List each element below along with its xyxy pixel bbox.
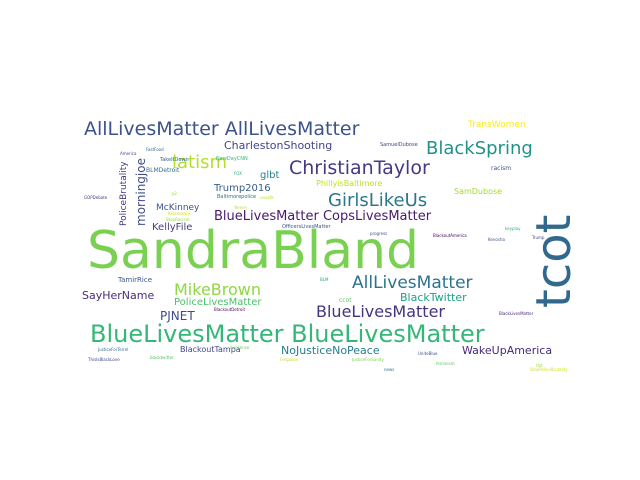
word: SayHerName [82, 289, 155, 302]
word: BlackoutTampa [180, 345, 241, 354]
word: BLMDetroit [146, 167, 180, 174]
word: BlueLivesMatter CopsLivesMatter [214, 209, 432, 224]
word: StopPoliceBrutality [530, 367, 568, 372]
word: BlackSpring [426, 138, 533, 159]
word: latism [172, 152, 228, 173]
word: BlueLivesMatter [316, 302, 445, 321]
word: Kalamazoo [168, 211, 190, 216]
word: StopRacism [166, 217, 190, 222]
word: unsafe [260, 195, 274, 200]
word: Trump2016 [214, 183, 271, 194]
word: AllLivesMatter AllLivesMatter [84, 118, 360, 140]
word: GOPDebate [84, 195, 108, 200]
word: FastFood [146, 147, 164, 152]
word: blacktwitter [150, 355, 174, 360]
word: news [384, 367, 395, 372]
word: Trump [532, 235, 545, 240]
word: NewDayCNN [216, 156, 248, 162]
word: ccot [339, 297, 352, 304]
word: Baltimorepolice [217, 194, 257, 200]
word: BlueLivesMatter BlueLivesMatter [90, 320, 485, 348]
word: BlackoutDetroit [214, 307, 246, 312]
word: JusticeForSandy [352, 357, 384, 362]
word: Kenosha [488, 237, 505, 242]
word: tcot [526, 214, 580, 308]
word: p2 [172, 191, 178, 196]
word: WakeUpAmerica [462, 344, 553, 357]
word: progress [370, 231, 388, 236]
word: TransWomen [468, 120, 526, 130]
word: AllLivesMatter [352, 273, 473, 293]
word: KellyFile [152, 222, 193, 233]
word: BlackTwitter [400, 291, 467, 304]
word: BLM [320, 277, 329, 282]
word: glbt [260, 170, 280, 181]
word: PJNET [160, 309, 195, 323]
word: FOX [234, 171, 242, 176]
word: NoJusticeNoPeace [281, 344, 380, 357]
word: GirlsLikeUs [328, 190, 428, 211]
word: TamirRice [118, 276, 153, 284]
word: keyplay [505, 226, 521, 231]
word: MikeBrown [174, 280, 262, 299]
word-cloud: SandraBland tcot BlueLivesMatter BlueLiv… [80, 112, 580, 372]
word: CharlestonShooting [224, 139, 333, 152]
word: McKinney [156, 203, 200, 213]
word: ThisIsBlackLove [88, 357, 120, 362]
word: ChristianTaylor [289, 157, 430, 179]
word: racism [491, 165, 512, 172]
word: Ferguson [280, 357, 299, 362]
word: TakeItDown [160, 157, 189, 163]
word: feminism [436, 361, 455, 366]
word: PhillyisBaltimore [316, 179, 383, 188]
word: JusticeForTerrel [98, 347, 129, 352]
word: Yemen [234, 205, 248, 210]
word: PoliceBrutality [119, 161, 129, 226]
word: BlackoutAmerica [433, 233, 467, 238]
word: gunsense [230, 345, 250, 350]
word: PoliceLivesMatter [174, 297, 262, 308]
word: UniteBlue [418, 351, 438, 356]
word: SandraBland [87, 221, 420, 281]
word: SamuelDubose [380, 142, 418, 148]
word: BlackLivesMatter [499, 311, 534, 316]
word: SamDubose [454, 187, 503, 196]
word: America [120, 151, 137, 156]
word: OfficersLivesMatter [282, 224, 331, 230]
word: tlot [536, 363, 543, 368]
